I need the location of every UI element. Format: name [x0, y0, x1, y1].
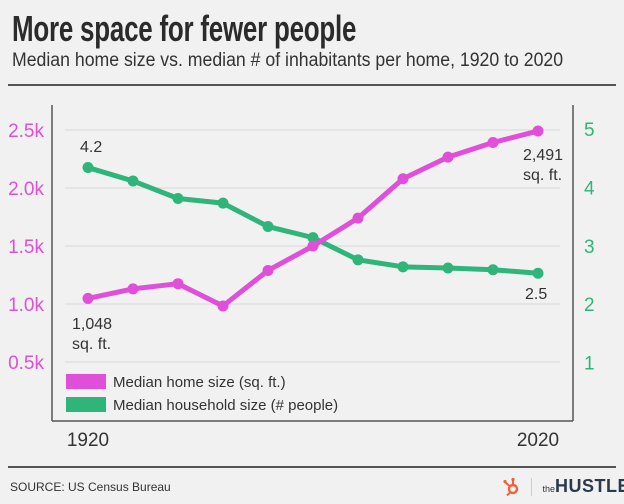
data-label: 1,048	[72, 316, 112, 333]
data-point	[262, 264, 274, 276]
legend-label: Median home size (sq. ft.)	[113, 374, 286, 391]
hustle-logo: theHUSTLE	[503, 476, 624, 497]
data-label: sq. ft.	[72, 336, 111, 353]
data-point	[442, 262, 454, 274]
legend-swatch	[66, 374, 106, 389]
data-point	[352, 212, 364, 224]
data-point	[172, 192, 184, 204]
legend-label: Median household size (# people)	[113, 397, 338, 414]
left-tick-label: 2.0k	[8, 179, 44, 200]
data-point	[127, 175, 139, 187]
data-point	[352, 254, 364, 266]
data-label: 2.5	[525, 286, 547, 303]
right-tick-label: 4	[584, 178, 595, 199]
right-tick-label: 1	[584, 354, 595, 375]
chart-subtitle: Median home size vs. median # of inhabit…	[12, 50, 564, 71]
hubspot-sprocket-icon	[503, 477, 519, 496]
data-label: 4.2	[80, 139, 102, 156]
data-point	[487, 264, 499, 276]
x-tick-label: 1920	[67, 430, 109, 451]
data-point	[532, 125, 544, 137]
left-tick-label: 0.5k	[8, 353, 44, 374]
data-point	[127, 283, 139, 295]
series-line-household	[87, 165, 539, 276]
chart-title: More space for fewer people	[12, 8, 357, 49]
data-point	[397, 173, 409, 185]
data-point	[532, 267, 544, 279]
data-point	[82, 292, 94, 304]
data-point	[307, 240, 319, 252]
left-tick-label: 2.5k	[8, 121, 44, 142]
data-point	[262, 221, 274, 233]
source-note: SOURCE: US Census Bureau	[10, 480, 171, 494]
data-point	[82, 162, 94, 174]
data-point	[172, 278, 184, 290]
series-line-home-size	[87, 128, 539, 309]
left-tick-label: 1.5k	[8, 237, 44, 258]
data-point	[217, 197, 229, 209]
header-divider	[8, 84, 616, 86]
right-tick-label: 5	[584, 120, 595, 141]
data-point	[307, 232, 319, 244]
data-point	[442, 151, 454, 163]
chart: 0.5k 1.0k 1.5k 2.0k 2.5k 1 2 3 4 5 1920 2020 1,048 sq…	[8, 105, 595, 451]
data-label: 2,491	[523, 147, 563, 164]
data-point	[217, 300, 229, 312]
right-tick-label: 3	[584, 237, 595, 258]
footer-divider	[8, 466, 616, 468]
x-tick-label: 2020	[517, 430, 559, 451]
left-tick-label: 1.0k	[8, 295, 44, 316]
legend-swatch	[66, 397, 106, 412]
data-label: sq. ft.	[523, 167, 562, 184]
data-point	[487, 137, 499, 149]
right-tick-label: 2	[584, 295, 595, 316]
data-point	[397, 261, 409, 273]
